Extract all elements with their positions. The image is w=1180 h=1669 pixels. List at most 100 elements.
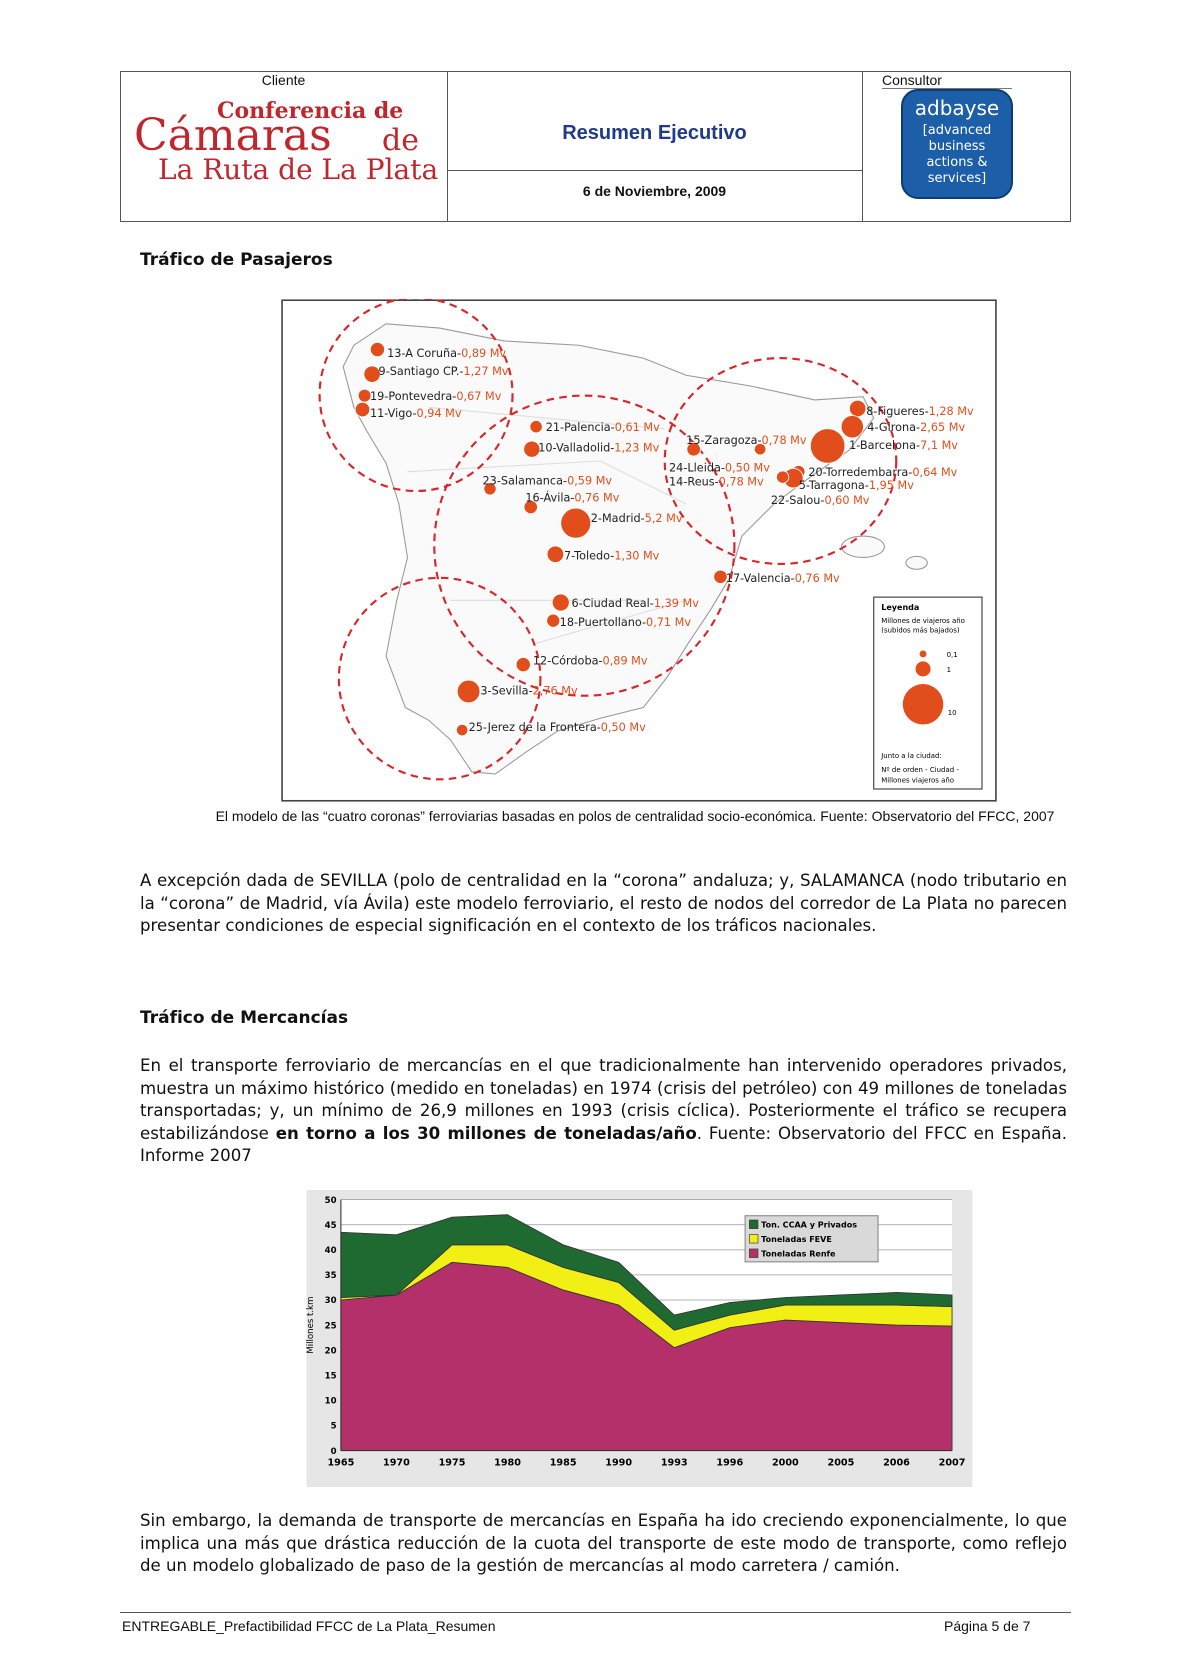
- legend-text: Junto a la ciudad:: [880, 752, 942, 760]
- x-tick-label: 1985: [550, 1458, 577, 1469]
- city-marker: [686, 441, 701, 457]
- y-tick-label: 5: [331, 1422, 337, 1432]
- legend-label: Toneladas Renfe: [761, 1249, 836, 1258]
- city-value: 0,78 Mv: [762, 434, 807, 447]
- legend-marker: [902, 684, 944, 725]
- doc-date: 6 de Noviembre, 2009: [582, 183, 727, 199]
- city-name: 3-Sevilla-: [480, 685, 532, 698]
- city-value: 0,76 Mv: [574, 492, 619, 505]
- section-title: Tráfico de Mercancías: [140, 1008, 349, 1028]
- text: En el transporte ferroviario de mercancí…: [140, 1056, 1067, 1143]
- city-label: 24-Lleida-0,50 Mv: [669, 462, 770, 475]
- x-tick-label: 1980: [494, 1458, 521, 1469]
- city-label: 15-Zaragoza-0,78 Mv: [686, 434, 807, 447]
- x-tick-label: 2000: [772, 1458, 799, 1469]
- legend-swatch: [749, 1234, 759, 1244]
- corona: [318, 299, 514, 493]
- city-marker: [753, 443, 767, 456]
- legend-marker: [915, 661, 931, 677]
- city-name: 15-Zaragoza-: [686, 434, 761, 447]
- logo-text: de: [382, 123, 419, 158]
- city-label: 16-Ávila-0,76 Mv: [525, 492, 619, 505]
- logo-text: business: [929, 139, 986, 154]
- x-tick-label: 2006: [883, 1458, 910, 1469]
- x-tick-label: 2005: [828, 1458, 855, 1469]
- city-value: 1,30 Mv: [614, 550, 659, 563]
- logo-text: Conferencia de: [217, 98, 403, 124]
- logo-text: La Ruta de La Plata: [158, 153, 438, 185]
- y-tick-label: 0: [331, 1447, 337, 1457]
- city-value: 0,71 Mv: [646, 616, 691, 629]
- x-tick-label: 1965: [327, 1458, 354, 1469]
- city-name: 1-Barcelona-: [849, 439, 920, 452]
- city-value: 0,67 Mv: [456, 390, 501, 403]
- city-label: 5-Tarragona-1,95 Mv: [799, 479, 914, 492]
- city-label: 4-Girona-2,65 Mv: [867, 421, 965, 434]
- footer-right: Página 5 de 7: [944, 1618, 1031, 1634]
- city-label: 7-Toledo-1,30 Mv: [564, 550, 660, 563]
- city-value: 0,78 Mv: [719, 476, 764, 489]
- y-tick-label: 50: [325, 1196, 337, 1206]
- city-marker: [483, 482, 497, 496]
- city-label: 25-Jerez de la Frontera-0,50 Mv: [469, 721, 647, 734]
- logo-text: [advanced: [923, 123, 992, 138]
- city-marker: [809, 428, 846, 464]
- city-label: 1-Barcelona-7,1 Mv: [849, 439, 958, 452]
- city-marker: [848, 399, 867, 418]
- island: [905, 555, 928, 570]
- city-name: 17-Valencia-: [726, 572, 795, 585]
- city-name: 9-Santiago CP.-: [379, 365, 464, 378]
- city-marker: [840, 415, 864, 439]
- city-value: 0,50 Mv: [725, 462, 770, 475]
- city-value: 1,27 Mv: [463, 365, 508, 378]
- city-name: 20-Torredembarra-: [808, 466, 912, 479]
- legend-size-label: 0,1: [947, 651, 958, 659]
- city-value: 1,39 Mv: [654, 597, 699, 610]
- city-name: 13-A Coruña-: [387, 347, 461, 360]
- city-name: 6-Ciudad Real-: [571, 597, 653, 610]
- city-marker: [363, 365, 381, 383]
- city-marker: [713, 569, 728, 584]
- city-value: 1,28 Mv: [929, 405, 974, 418]
- logo-text: Cámaras: [134, 110, 332, 161]
- city-marker: [357, 388, 372, 403]
- legend-size-label: 1: [947, 666, 951, 674]
- city-name: 21-Palencia-: [546, 421, 615, 434]
- footer-rule: [120, 1612, 1071, 1613]
- map-outline: [342, 323, 875, 775]
- city-name: 16-Ávila-: [525, 492, 574, 505]
- city-name: 22-Salou-: [771, 494, 825, 507]
- city-value: 0,89 Mv: [603, 655, 648, 668]
- header-frame: [120, 71, 1071, 222]
- consultant-label: Consultor: [882, 72, 942, 88]
- doc-title: Resumen Ejecutivo: [562, 122, 747, 144]
- city-value: 0,64 Mv: [912, 466, 957, 479]
- divider: [447, 170, 862, 171]
- city-label: 11-Vigo-0,94 Mv: [370, 407, 462, 420]
- legend-text: Nº de orden - Ciudad -: [881, 766, 959, 774]
- city-marker: [546, 545, 565, 564]
- corona-circles: [318, 299, 898, 781]
- legend-box: [744, 1215, 879, 1263]
- y-tick-label: 20: [325, 1346, 337, 1356]
- x-tick-label: 1993: [661, 1458, 688, 1469]
- footer-left: ENTREGABLE_Prefactibilidad FFCC de La Pl…: [122, 1618, 496, 1634]
- legend-title: Leyenda: [881, 603, 919, 612]
- legend-text: Millones de viajeros año: [881, 617, 965, 625]
- city-value: 0,59 Mv: [567, 475, 612, 488]
- divider: [862, 71, 863, 222]
- city-name: 2-Madrid-: [591, 512, 645, 525]
- city-value: 7,1 Mv: [920, 439, 958, 452]
- city-name: 14-Reus-: [669, 476, 719, 489]
- logo-text: actions &: [926, 155, 987, 170]
- y-tick-label: 15: [325, 1371, 337, 1381]
- city-label: 23-Salamanca-0,59 Mv: [483, 475, 613, 488]
- city-label: 17-Valencia-0,76 Mv: [726, 572, 840, 585]
- x-tick-label: 1996: [716, 1458, 743, 1469]
- logo-text: services]: [928, 171, 986, 186]
- city-name: 4-Girona-: [867, 421, 920, 434]
- map-caption: El modelo de las “cuatro coronas” ferrov…: [215, 808, 1055, 824]
- city-marker: [523, 499, 538, 515]
- city-label: 10-Valladolid-1,23 Mv: [538, 441, 659, 454]
- city-marker: [456, 679, 481, 704]
